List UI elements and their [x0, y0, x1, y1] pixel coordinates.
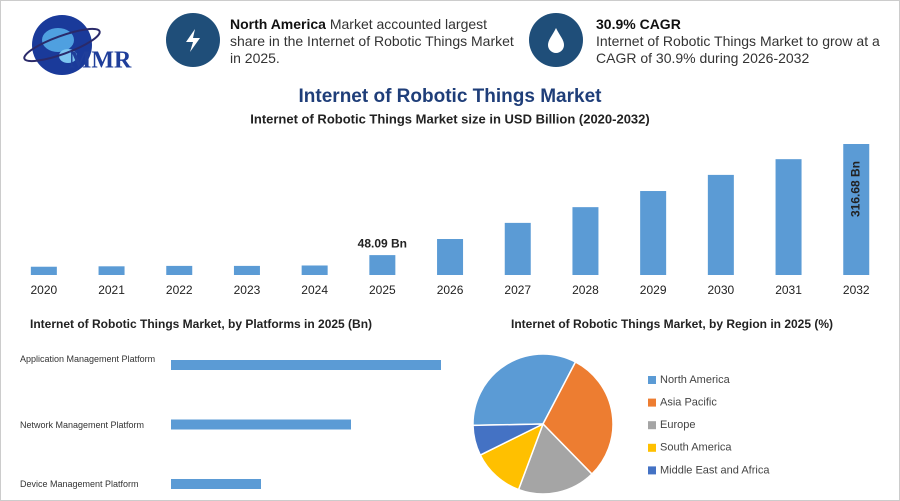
bar: [171, 419, 351, 430]
x-tick-label: 2027: [504, 283, 531, 297]
x-tick-label: 2026: [437, 283, 464, 297]
chart-title: Internet of Robotic Things Market size i…: [250, 111, 649, 126]
legend-swatch: [648, 421, 656, 430]
bar: [775, 159, 802, 275]
chart-title: Internet of Robotic Things Market, by Pl…: [30, 317, 372, 331]
value-label: 316.68 Bn: [848, 161, 862, 217]
legend-swatch: [648, 443, 656, 452]
y-tick-label: Device Management Platform: [20, 479, 139, 489]
bar: [369, 255, 396, 275]
bar: [843, 144, 870, 275]
legend-label: Asia Pacific: [660, 397, 717, 409]
x-tick-label: 2032: [843, 283, 870, 297]
bar: [707, 174, 734, 275]
legend-label: Europe: [660, 419, 695, 431]
bar: [171, 360, 441, 370]
legend-label: Middle East and Africa: [660, 464, 770, 476]
legend-label: South America: [660, 442, 732, 454]
pie-slice: [472, 353, 577, 427]
page-title: Internet of Robotic Things Market: [299, 86, 603, 107]
x-tick-label: 2023: [234, 283, 261, 297]
bar: [98, 266, 125, 275]
y-tick-label: Application Management Platform: [20, 354, 156, 364]
logo: MMR: [23, 15, 132, 75]
value-label: 48.09 Bn: [358, 236, 407, 250]
x-tick-label: 2020: [30, 283, 57, 297]
bar: [437, 239, 464, 275]
bar: [572, 207, 599, 275]
x-tick-label: 2025: [369, 283, 396, 297]
y-tick-label: Network Management Platform: [20, 419, 145, 430]
highlight-text: Market accounted largest share in the In…: [230, 16, 514, 66]
icon-bolt: [186, 29, 200, 52]
legend-swatch: [648, 398, 656, 407]
highlight-text: Internet of Robotic Things Market to gro…: [596, 33, 880, 66]
x-tick-label: 2031: [775, 283, 802, 297]
chart-title: Internet of Robotic Things Market, by Re…: [511, 317, 833, 331]
bar: [233, 265, 260, 275]
pie-slice: [542, 360, 614, 476]
legend-swatch: [648, 376, 656, 384]
bar: [30, 266, 57, 275]
legend-label: North America: [660, 374, 731, 386]
x-tick-label: 2028: [572, 283, 599, 297]
bar: [166, 265, 193, 275]
highlight: North America Market accounted largest s…: [230, 16, 520, 67]
x-tick-label: 2030: [707, 283, 734, 297]
highlight: 30.9% CAGR Internet of Robotic Things Mar…: [596, 16, 891, 67]
bar: [171, 479, 261, 489]
bar: [640, 191, 667, 275]
bar: [301, 265, 328, 275]
x-tick-label: 2029: [640, 283, 667, 297]
x-tick-label: 2022: [166, 283, 193, 297]
logo-text: MMR: [69, 48, 132, 74]
bar: [504, 222, 531, 275]
icon-drop: [548, 28, 564, 53]
x-tick-label: 2024: [301, 283, 328, 297]
pie-slice: [472, 423, 544, 457]
highlight-title: 30.9% CAGR: [596, 16, 681, 32]
x-tick-label: 2021: [98, 283, 125, 297]
highlight-title: North America: [230, 16, 326, 32]
legend-swatch: [648, 466, 656, 475]
